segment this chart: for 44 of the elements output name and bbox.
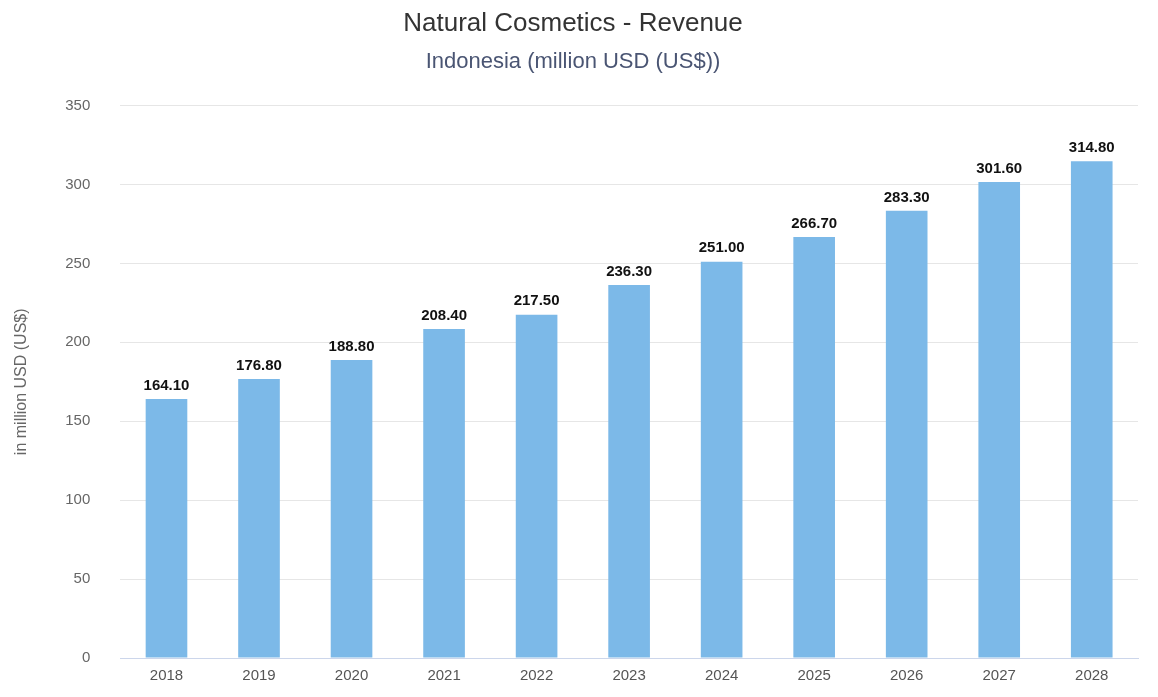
data-label: 251.00	[698, 238, 745, 256]
x-tick-label: 2025	[797, 666, 831, 684]
x-tick-label: 2023	[612, 666, 646, 684]
y-tick-label: 350	[65, 95, 91, 113]
data-label: 208.40	[421, 305, 468, 323]
y-tick-label: 300	[65, 174, 91, 192]
x-tick-label: 2021	[427, 666, 461, 684]
bar	[515, 314, 558, 658]
data-label: 266.70	[791, 213, 838, 231]
bar	[1070, 161, 1113, 658]
bar	[793, 237, 835, 658]
x-tick-label: 2020	[334, 666, 369, 684]
chart-title: Natural Cosmetics - Revenue	[403, 6, 743, 37]
x-tick-label: 2026	[890, 666, 924, 684]
data-label: 283.30	[883, 187, 930, 205]
data-label: 164.10	[143, 375, 190, 393]
bar	[423, 329, 465, 658]
bar	[238, 378, 280, 658]
x-tick-label: 2028	[1075, 666, 1109, 684]
data-label: 188.80	[328, 336, 375, 354]
y-tick-label: 150	[65, 411, 91, 429]
bar	[885, 210, 928, 658]
bar	[330, 360, 373, 658]
x-tick-label: 2027	[982, 666, 1016, 684]
bar	[700, 261, 743, 658]
data-label: 176.80	[236, 355, 282, 373]
bar	[978, 181, 1021, 658]
y-tick-label: 100	[65, 490, 91, 508]
bar	[145, 399, 188, 658]
data-label: 301.60	[976, 158, 1023, 176]
data-label: 314.80	[1068, 137, 1115, 155]
x-tick-label: 2018	[149, 666, 184, 684]
x-tick-label: 2019	[242, 666, 276, 684]
y-tick-label: 50	[73, 569, 91, 587]
data-label: 217.50	[513, 291, 560, 309]
bar	[608, 285, 650, 658]
x-tick-label: 2024	[704, 666, 739, 684]
y-tick-label: 0	[81, 648, 91, 666]
y-tick-label: 200	[65, 332, 91, 350]
y-tick-label: 250	[65, 253, 91, 271]
data-label: 236.30	[606, 261, 653, 279]
chart-subtitle: Indonesia (million USD (US$))	[425, 48, 721, 74]
x-tick-label: 2022	[519, 666, 554, 684]
y-axis-title: in million USD (US$)	[12, 308, 30, 456]
